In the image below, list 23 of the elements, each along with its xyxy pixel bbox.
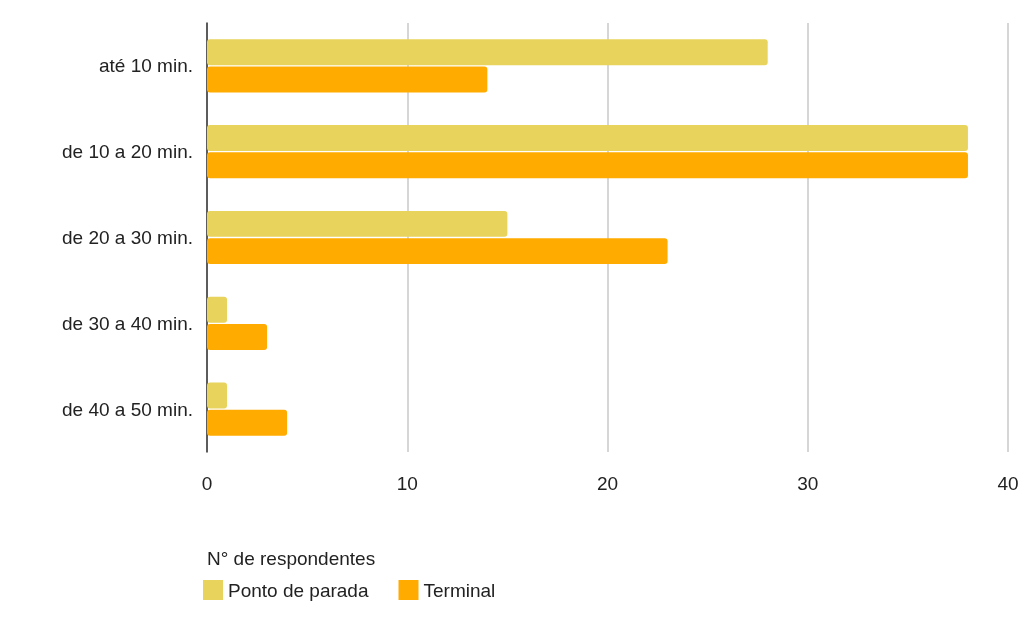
x-tick-label: 20	[596, 473, 619, 494]
y-tick-label: de 20 a 30 min.	[62, 227, 193, 248]
bar	[207, 39, 768, 66]
bar	[207, 382, 228, 409]
x-tick-label: 40	[997, 473, 1019, 494]
x-tick-label: 0	[201, 473, 213, 494]
bar	[207, 296, 228, 323]
bar	[207, 125, 968, 152]
x-tick-label: 10	[396, 473, 418, 494]
bar	[207, 409, 288, 436]
bar	[207, 66, 488, 93]
y-tick-label: de 30 a 40 min.	[62, 312, 193, 334]
x-tick-label: 30	[797, 473, 819, 494]
x-axis-title: N° de respondentes	[207, 548, 376, 569]
bar	[207, 210, 508, 237]
bar	[207, 152, 968, 179]
legend-label: Ponto de parada	[228, 579, 369, 601]
bar	[207, 238, 668, 265]
bar	[207, 323, 268, 350]
y-tick-label: de 40 a 50 min.	[62, 398, 193, 420]
y-tick-label: de 10 a 20 min.	[62, 141, 193, 163]
y-tick-label: até 10 min.	[99, 55, 193, 77]
legend-label: Terminal	[423, 579, 496, 601]
